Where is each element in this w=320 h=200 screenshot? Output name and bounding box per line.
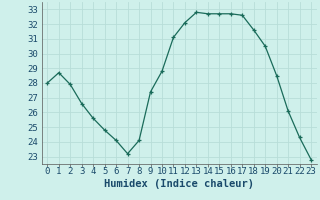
X-axis label: Humidex (Indice chaleur): Humidex (Indice chaleur) bbox=[104, 179, 254, 189]
